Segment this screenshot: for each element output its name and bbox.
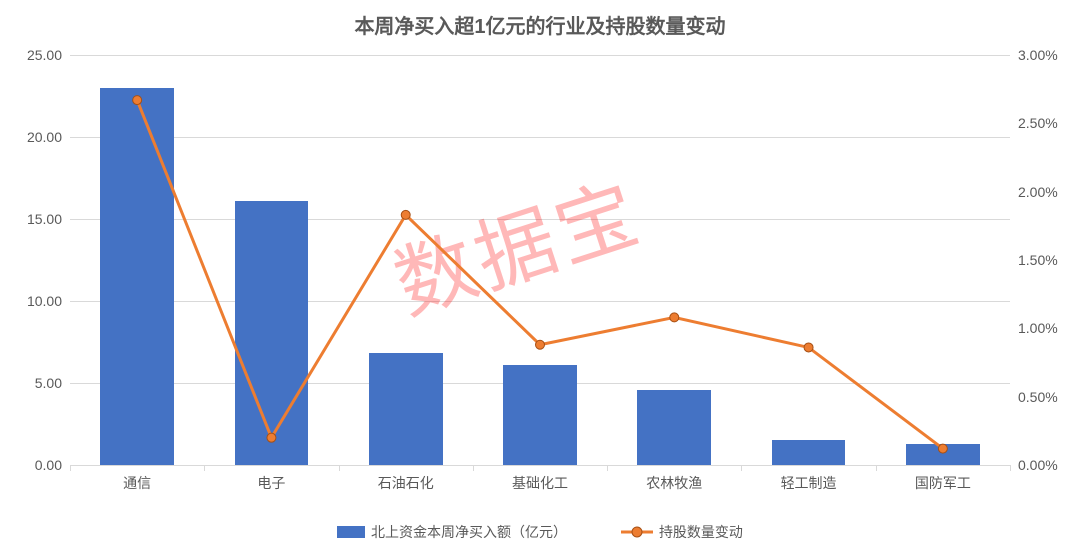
line-marker xyxy=(938,444,947,453)
x-category-label: 通信 xyxy=(123,473,151,493)
x-tick xyxy=(339,465,340,471)
line-marker xyxy=(401,210,410,219)
x-tick xyxy=(876,465,877,471)
y-right-tick-label: 2.50% xyxy=(1018,115,1058,131)
y-left-tick-label: 5.00 xyxy=(35,375,62,391)
x-tick xyxy=(70,465,71,471)
x-category-label: 石油石化 xyxy=(378,473,434,493)
line-marker xyxy=(133,96,142,105)
y-right-tick-label: 0.50% xyxy=(1018,389,1058,405)
legend-swatch-line xyxy=(621,526,653,538)
x-tick xyxy=(204,465,205,471)
x-category-label: 农林牧渔 xyxy=(646,473,702,493)
x-tick xyxy=(1010,465,1011,471)
y-right-tick-label: 1.50% xyxy=(1018,252,1058,268)
line-path xyxy=(137,100,943,449)
line-marker xyxy=(670,313,679,322)
legend-label-bar: 北上资金本周净买入额（亿元） xyxy=(371,522,567,542)
chart-title: 本周净买入超1亿元的行业及持股数量变动 xyxy=(0,0,1080,40)
x-category-label: 国防军工 xyxy=(915,473,971,493)
line-marker xyxy=(536,340,545,349)
legend-swatch-bar xyxy=(337,526,365,538)
x-tick xyxy=(473,465,474,471)
y-right-tick-label: 1.00% xyxy=(1018,320,1058,336)
chart-container: 本周净买入超1亿元的行业及持股数量变动 0.005.0010.0015.0020… xyxy=(0,0,1080,550)
gridline xyxy=(70,465,1010,466)
x-tick xyxy=(607,465,608,471)
x-category-label: 基础化工 xyxy=(512,473,568,493)
x-tick xyxy=(741,465,742,471)
legend-item-line: 持股数量变动 xyxy=(621,522,743,542)
y-left-tick-label: 25.00 xyxy=(27,47,62,63)
legend: 北上资金本周净买入额（亿元） 持股数量变动 xyxy=(0,522,1080,542)
y-left-tick-label: 0.00 xyxy=(35,457,62,473)
y-left-tick-label: 15.00 xyxy=(27,211,62,227)
y-left-tick-label: 10.00 xyxy=(27,293,62,309)
line-series-svg xyxy=(70,55,1010,465)
legend-item-bar: 北上资金本周净买入额（亿元） xyxy=(337,522,567,542)
x-category-label: 电子 xyxy=(257,473,285,493)
y-left-tick-label: 20.00 xyxy=(27,129,62,145)
y-right-tick-label: 2.00% xyxy=(1018,184,1058,200)
y-right-tick-label: 0.00% xyxy=(1018,457,1058,473)
legend-label-line: 持股数量变动 xyxy=(659,522,743,542)
x-category-label: 轻工制造 xyxy=(781,473,837,493)
line-marker xyxy=(267,433,276,442)
plot-area: 0.005.0010.0015.0020.0025.000.00%0.50%1.… xyxy=(70,55,1010,465)
y-right-tick-label: 3.00% xyxy=(1018,47,1058,63)
line-marker xyxy=(804,343,813,352)
